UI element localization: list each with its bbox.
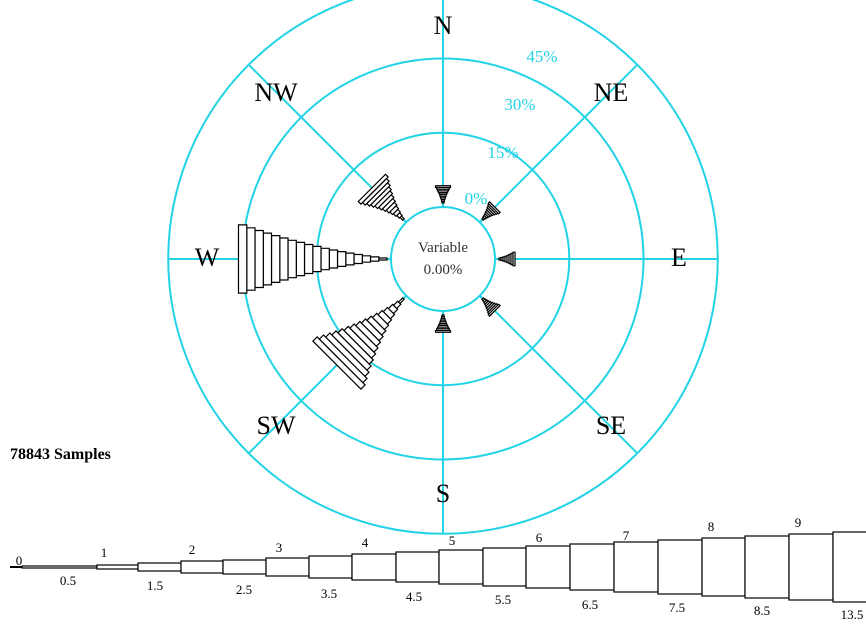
bar-w xyxy=(237,224,388,294)
bar-segment-w-2 xyxy=(361,255,372,263)
legend-box-9 xyxy=(395,551,440,583)
legend-box-12 xyxy=(525,545,571,589)
bar-segment-w-10 xyxy=(295,241,306,277)
legend-lower-label-5: 5.5 xyxy=(495,592,511,607)
grid-ring-0 xyxy=(390,206,496,312)
legend-box-17 xyxy=(744,535,790,599)
bar-segment-w-3 xyxy=(353,253,363,265)
direction-label-sw: SW xyxy=(257,411,296,440)
bar-segment-w-4 xyxy=(345,252,355,266)
bar-segment-ne-8 xyxy=(487,201,501,215)
legend-upper-label-1: 1 xyxy=(101,545,108,560)
direction-label-s: S xyxy=(436,479,450,508)
bar-s xyxy=(434,314,452,333)
center-variable-value: 0.00% xyxy=(424,262,463,278)
bar-segment-w-7 xyxy=(320,247,330,271)
bar-segment-e-7 xyxy=(512,251,516,267)
bar-segment-w-13 xyxy=(270,235,281,283)
direction-label-nw: NW xyxy=(254,78,298,107)
legend-lower-label-4: 4.5 xyxy=(406,589,422,604)
legend-lower-label-2: 2.5 xyxy=(236,582,252,597)
bar-segment-w-17 xyxy=(237,224,248,294)
legend-upper-label-3: 3 xyxy=(276,540,283,555)
bar-nw xyxy=(357,173,405,221)
bar-segment-w-11 xyxy=(287,239,297,279)
bar-segment-w-1 xyxy=(369,256,380,262)
legend-upper-label-0: 0 xyxy=(16,553,23,568)
ring-label-45: 45% xyxy=(526,47,557,66)
legend-box-6 xyxy=(265,557,310,577)
legend-upper-label-8: 8 xyxy=(708,519,715,534)
grid-spoke-ne xyxy=(479,64,638,223)
bar-segment-w-14 xyxy=(262,232,273,286)
legend-upper-label-4: 4 xyxy=(362,535,369,550)
samples-count: 78843 Samples xyxy=(10,446,111,463)
legend-box-7 xyxy=(308,555,353,579)
legend-lower-label-7: 7.5 xyxy=(669,600,685,615)
legend-box-3 xyxy=(137,562,182,572)
bar-segment-sw-15 xyxy=(312,336,366,390)
legend-box-15 xyxy=(657,539,703,595)
direction-label-se: SE xyxy=(596,411,626,440)
bar-segment-w-8 xyxy=(312,245,322,273)
ring-label-30: 30% xyxy=(504,95,535,114)
legend-box-8 xyxy=(351,553,397,581)
speed-legend: 0 1 2 3 4 5 6 7 8 9 0.5 1.5 2.5 3.5 4.5 5.5 6.5 7.5 8.5 13.… xyxy=(10,515,866,622)
legend-lower-label-6: 6.5 xyxy=(582,597,598,612)
legend-upper-label-7: 7 xyxy=(623,528,630,543)
bar-ne xyxy=(481,201,501,221)
direction-bars xyxy=(237,173,516,390)
legend-box-19 xyxy=(832,531,866,603)
legend-box-16 xyxy=(701,537,746,597)
direction-label-e: E xyxy=(671,243,687,272)
legend-box-18 xyxy=(788,533,834,601)
bar-n xyxy=(434,185,452,204)
legend-box-4 xyxy=(180,560,224,574)
bar-segment-n-9 xyxy=(434,185,452,188)
legend-upper-label-9: 9 xyxy=(795,515,802,530)
bar-segment-w-16 xyxy=(246,227,256,291)
legend-box-14 xyxy=(613,541,659,593)
direction-label-w: W xyxy=(195,243,220,272)
legend-lower-label-9: 13.5 xyxy=(841,607,864,622)
legend-box-11 xyxy=(482,547,527,587)
grid-spoke-se xyxy=(479,295,638,454)
bar-segment-s-9 xyxy=(434,330,452,333)
legend-upper-label-5: 5 xyxy=(449,533,456,548)
bar-e xyxy=(498,251,516,267)
legend-upper-label-2: 2 xyxy=(189,542,196,557)
bar-segment-w-6 xyxy=(328,249,339,269)
bar-segment-se-8 xyxy=(487,303,501,317)
legend-box-13 xyxy=(569,543,615,591)
legend-box-10 xyxy=(438,549,484,585)
legend-lower-label-8: 8.5 xyxy=(754,603,770,618)
bar-segment-w-15 xyxy=(254,229,264,289)
bar-sw xyxy=(312,297,405,390)
bar-segment-w-0 xyxy=(378,257,388,261)
bar-segment-w-12 xyxy=(279,237,289,281)
ring-label-15: 15% xyxy=(487,143,518,162)
legend-box-5 xyxy=(222,559,267,575)
bar-segment-w-9 xyxy=(303,243,314,275)
direction-label-ne: NE xyxy=(594,78,629,107)
legend-lower-label-3: 3.5 xyxy=(321,586,337,601)
ring-label-0: 0% xyxy=(465,189,488,208)
legend-box-1 xyxy=(21,565,98,569)
bar-segment-nw-11 xyxy=(357,173,389,205)
bar-se xyxy=(481,297,501,317)
legend-upper-label-6: 6 xyxy=(536,530,543,545)
direction-label-n: N xyxy=(434,11,453,40)
legend-lower-label-1: 1.5 xyxy=(147,578,163,593)
bar-segment-w-5 xyxy=(336,251,347,267)
center-variable-label: Variable xyxy=(418,240,468,256)
legend-lower-label-0: 0.5 xyxy=(60,573,76,588)
legend-box-2 xyxy=(96,564,139,570)
